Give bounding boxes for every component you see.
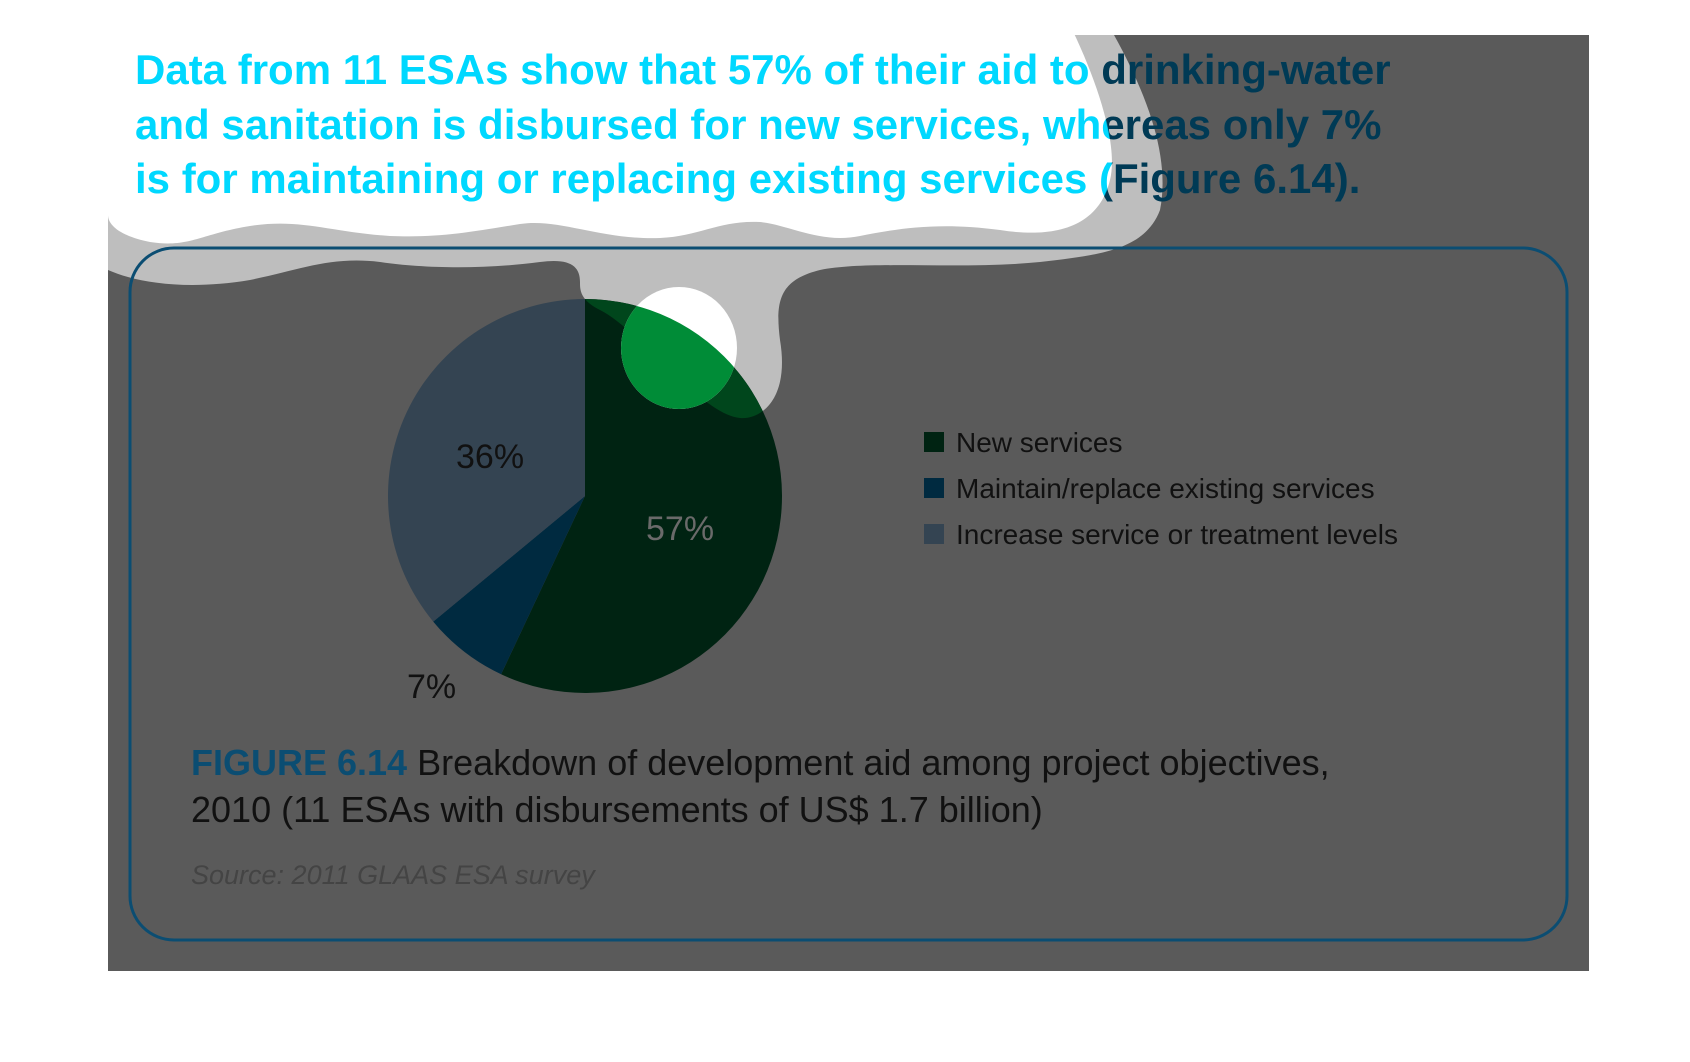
headline: Data from 11 ESAs show that 57% of their… (135, 46, 1391, 202)
pie-label-7: 7% (407, 668, 456, 706)
caption-text-1: Breakdown of development aid among proje… (407, 742, 1330, 783)
pie-label-36: 36% (456, 438, 524, 476)
pie-label-57: 57% (646, 510, 714, 548)
legend-label-maintain: Maintain/replace existing services (956, 473, 1375, 504)
legend-swatch-new-services (924, 432, 944, 452)
figure-label: FIGURE 6.14 (191, 742, 407, 783)
figure-box (128, 246, 1569, 942)
cloud-overlay (0, 0, 1112, 244)
figure-caption-line-1: FIGURE 6.14 Breakdown of development aid… (191, 742, 1330, 783)
headline-line-1: Data from 11 ESAs show that 57% of their… (135, 46, 1391, 93)
headline-line-3: is for maintaining or replacing existing… (135, 155, 1360, 202)
legend-swatch-maintain (924, 478, 944, 498)
figure-caption-line-2: 2010 (11 ESAs with disbursements of US$ … (191, 789, 1043, 830)
headline-line-2: and sanitation is disbursed for new serv… (135, 101, 1381, 148)
figure-source: Source: 2011 GLAAS ESA survey (191, 860, 596, 890)
pie-slice-maintain-replace-existing-services (433, 496, 585, 675)
legend-swatch-increase (924, 524, 944, 544)
page-margin-left (0, 0, 108, 1062)
legend-label-new-services: New services (956, 427, 1122, 458)
legend: New services Maintain/replace existing s… (924, 427, 1398, 550)
legend-label-increase: Increase service or treatment levels (956, 519, 1398, 550)
pie-slice-increase-service-or-treatment-levels (388, 299, 585, 622)
pie-slice-bright-tint (621, 299, 737, 409)
